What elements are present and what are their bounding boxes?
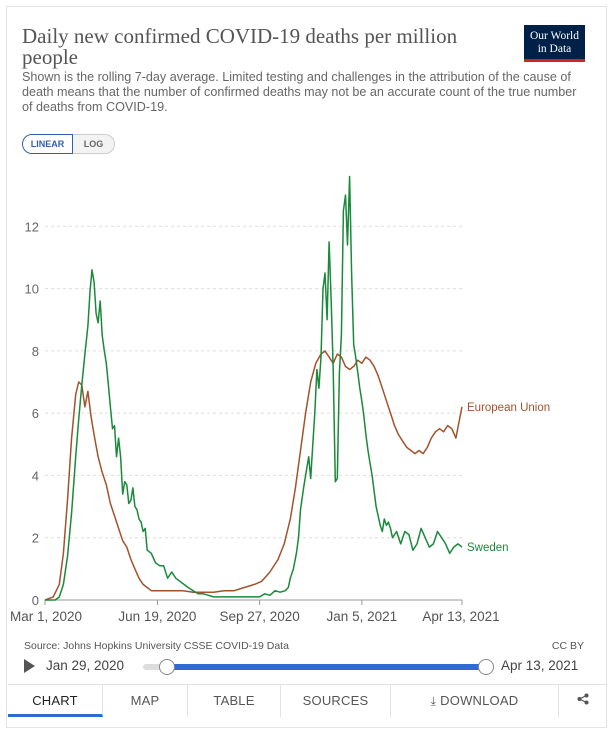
x-tick-label: Sep 27, 2020 [219, 609, 299, 624]
timeline: Jan 29, 2020 Apr 13, 2021 [22, 657, 588, 677]
y-tick-label: 10 [25, 282, 39, 297]
tab-map[interactable]: MAP [103, 685, 188, 717]
tab-table[interactable]: TABLE [188, 685, 281, 717]
timeline-range [167, 664, 487, 670]
scale-linear-button[interactable]: LINEAR [22, 134, 73, 154]
timeline-start-label: Jan 29, 2020 [46, 658, 125, 673]
y-tick-label: 2 [32, 531, 39, 546]
x-tick-label: Jun 19, 2020 [118, 609, 196, 624]
series-line-sweden [45, 175, 463, 601]
logo-line-2: in Data [537, 42, 572, 55]
chart-title: Daily new confirmed COVID-19 deaths per … [22, 24, 458, 69]
scale-log-button[interactable]: LOG [73, 134, 115, 154]
y-tick-label: 12 [25, 219, 39, 234]
share-button[interactable] [559, 685, 606, 717]
scale-toggle: LINEAR LOG [22, 134, 115, 154]
timeline-start-handle[interactable] [159, 659, 175, 675]
x-tick-label: Mar 1, 2020 [10, 609, 82, 624]
series-labels: European Union Sweden [467, 402, 550, 554]
download-icon: ⤓ [430, 694, 437, 708]
series-label-european-union: European Union [467, 402, 550, 414]
owid-logo[interactable]: Our World in Data [524, 25, 585, 62]
source-note[interactable]: Source: Johns Hopkins University CSSE CO… [24, 640, 289, 652]
tab-sources[interactable]: SOURCES [281, 685, 391, 717]
series-label-sweden: Sweden [467, 542, 509, 554]
y-tick-label: 8 [32, 344, 39, 359]
logo-line-1: Our World [529, 30, 579, 42]
x-tick-label: Apr 13, 2021 [422, 609, 499, 624]
share-icon [577, 693, 588, 705]
chart-subtitle: Shown is the rolling 7-day average. Limi… [22, 70, 577, 114]
timeline-end-label: Apr 13, 2021 [501, 658, 579, 673]
line-chart: 0 2 4 6 8 10 12 Mar 1, 2020 Jun 19, 2020 Sep 27,… [10, 175, 550, 624]
tab-download-label: DOWNLOAD [440, 693, 519, 708]
grid-lines [45, 225, 462, 601]
play-icon[interactable] [24, 659, 35, 673]
x-axis-ticks: Mar 1, 2020 Jun 19, 2020 Sep 27, 2020 Jan 5… [10, 600, 500, 624]
tab-chart[interactable]: CHART [8, 685, 103, 717]
y-tick-label: 0 [32, 593, 39, 608]
license-label[interactable]: CC BY [551, 640, 584, 652]
y-tick-label: 4 [32, 468, 39, 483]
x-tick-label: Jan 5, 2021 [327, 609, 398, 624]
y-tick-label: 6 [32, 406, 39, 421]
series-line-european-union [44, 350, 463, 601]
timeline-end-handle[interactable] [478, 659, 494, 675]
series-lines [44, 175, 463, 601]
y-axis-ticks: 0 2 4 6 8 10 12 [25, 219, 39, 608]
tab-bar: CHART MAP TABLE SOURCES ⤓ DOWNLOAD [8, 684, 606, 717]
tab-download[interactable]: ⤓ DOWNLOAD [391, 685, 559, 717]
